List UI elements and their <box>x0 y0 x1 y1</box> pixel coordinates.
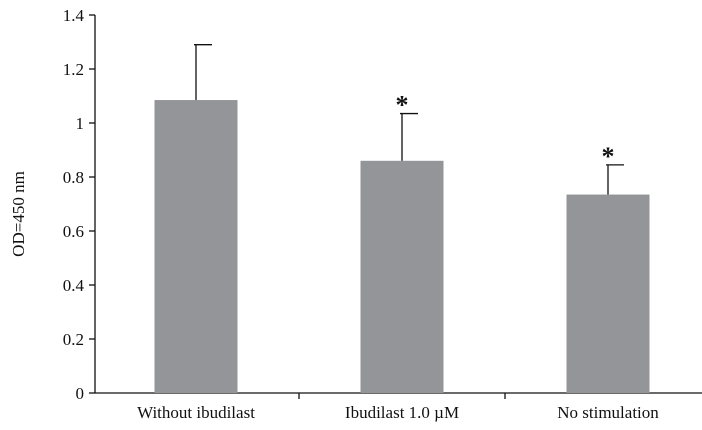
y-tick-label: 0.8 <box>63 168 84 187</box>
y-tick-label: 0.2 <box>63 330 84 349</box>
significance-marker: * <box>602 142 615 171</box>
y-axis-title: OD=450 nm <box>9 171 28 257</box>
y-tick-label: 1 <box>76 114 85 133</box>
annotations: ** <box>396 91 615 171</box>
x-category-label: No stimulation <box>557 403 659 422</box>
x-category-label: Without ibudilast <box>137 403 255 422</box>
y-tick-label: 0.4 <box>63 276 85 295</box>
x-category-label: Ibudilast 1.0 µM <box>345 403 459 422</box>
bars <box>154 100 650 394</box>
bar <box>566 194 650 393</box>
y-tick-label: 1.4 <box>63 6 85 25</box>
significance-marker: * <box>396 91 409 120</box>
bar <box>154 100 238 394</box>
x-ticks: Without ibudilast Ibudilast 1.0 µM No stim… <box>137 393 659 422</box>
y-ticks: 0 0.2 0.4 0.6 0.8 1 1.2 1.4 <box>63 6 95 403</box>
error-bars <box>194 44 624 195</box>
y-tick-label: 0 <box>76 384 85 403</box>
y-tick-label: 1.2 <box>63 60 84 79</box>
y-tick-label: 0.6 <box>63 222 84 241</box>
bar <box>360 160 444 393</box>
